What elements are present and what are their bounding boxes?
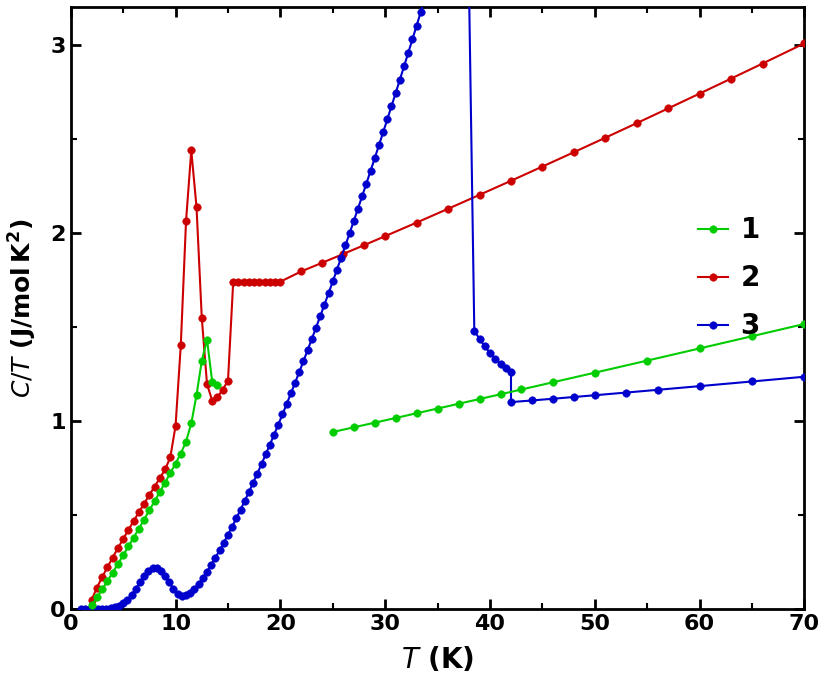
1 [170,460,180,468]
1 [186,419,196,428]
2 [118,535,128,543]
3 [181,591,191,599]
1 [87,601,97,609]
3 [345,229,355,238]
1 [98,585,108,593]
Line: 1: 1 [88,336,222,609]
1 [92,593,102,601]
1 [118,551,128,559]
1 [103,577,112,585]
3 [76,605,86,613]
3 [653,385,662,394]
2 [600,133,610,142]
3 [194,580,203,588]
1 [129,533,139,541]
1 [165,469,175,477]
1 [134,524,144,533]
1 [113,560,123,568]
1 [139,516,149,524]
1 [150,497,160,505]
1 [197,357,207,365]
1 [123,542,133,550]
1 [108,569,117,577]
1 [202,336,212,344]
2 [800,39,810,48]
1 [145,506,155,514]
2 [758,59,767,67]
Line: 3: 3 [78,0,808,613]
Legend: 1, 2, 3: 1, 2, 3 [688,206,770,350]
X-axis label: $\mathit{T}$ $\mathbf{(K)}$: $\mathit{T}$ $\mathbf{(K)}$ [401,645,474,674]
1 [208,378,218,386]
2 [139,499,149,507]
1 [176,449,186,458]
1 [155,488,165,496]
1 [192,391,202,399]
1 [213,381,222,389]
Line: 2: 2 [88,39,808,603]
3 [800,373,810,381]
2 [155,474,165,482]
3 [248,479,258,487]
1 [160,479,170,487]
1 [181,437,191,445]
Y-axis label: $C/T$ $\mathbf{(J/mol\,K^{2})}$: $C/T$ $\mathbf{(J/mol\,K^{2})}$ [7,219,39,398]
2 [192,203,202,211]
3 [290,379,300,387]
2 [87,596,97,604]
